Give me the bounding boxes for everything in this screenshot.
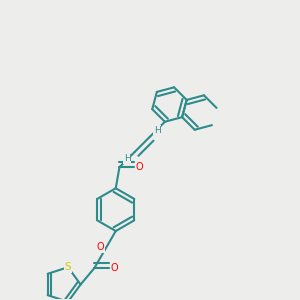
Text: O: O [136,162,144,172]
Text: H: H [154,126,160,135]
Text: H: H [124,154,130,163]
Text: S: S [65,262,71,272]
Text: O: O [97,242,104,252]
Text: O: O [111,263,118,273]
